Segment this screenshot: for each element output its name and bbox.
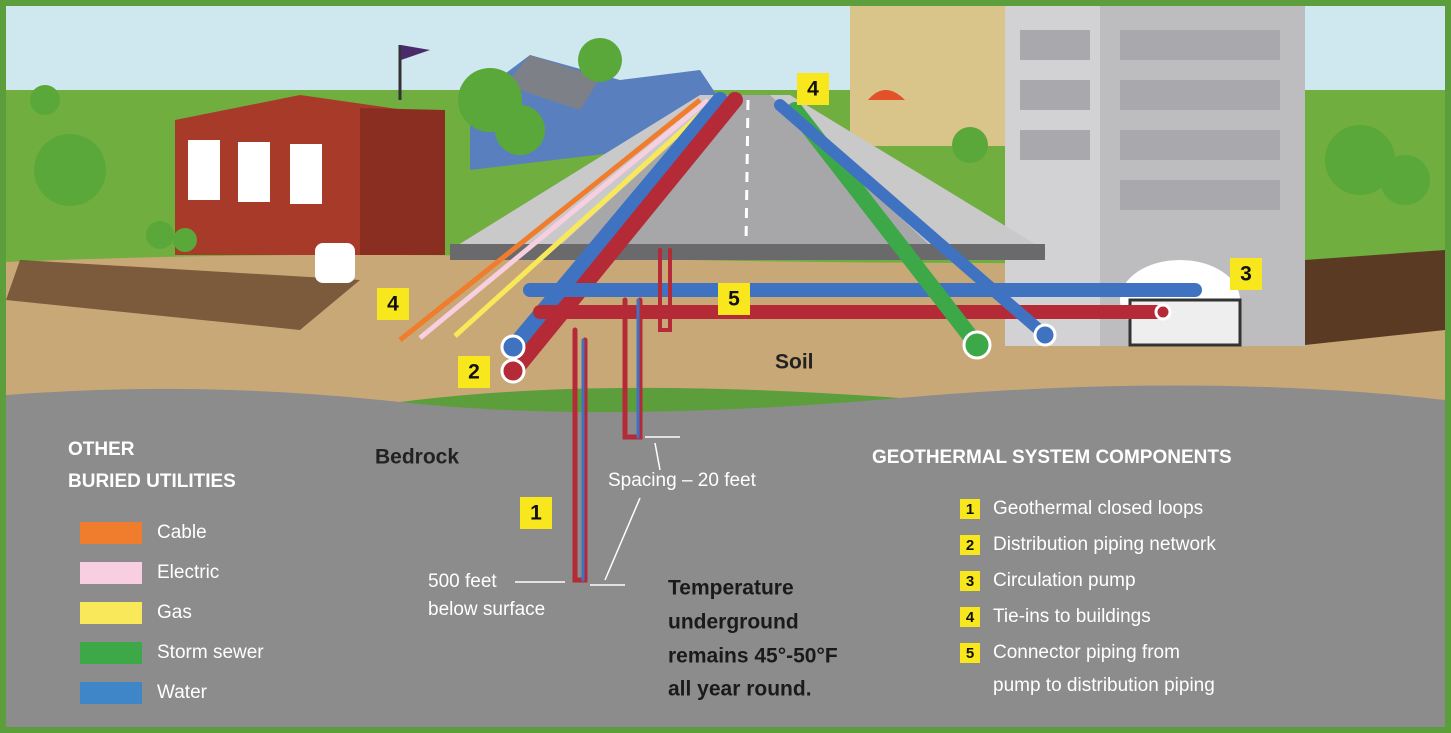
temperature-note: Temperature underground remains 45°-50°F… (668, 577, 838, 701)
pipe-ends (500, 303, 1172, 384)
marker (520, 497, 552, 529)
building (850, 6, 1010, 146)
lane-line (744, 99, 750, 246)
legend-swatch (80, 522, 142, 544)
component-label: Circulation pump (993, 570, 1136, 591)
marker (718, 283, 750, 315)
legend-label: Cable (157, 522, 207, 543)
pipes (507, 92, 1202, 583)
marker-number: 4 (807, 78, 819, 101)
marker (1230, 258, 1262, 290)
flag (401, 45, 430, 60)
spacing-label: Spacing – 20 feet (608, 470, 757, 491)
badge (960, 571, 980, 591)
soil-label: Soil (775, 351, 814, 374)
markers: 4 4 3 5 2 1 (377, 73, 1262, 529)
marker-number: 1 (530, 502, 542, 525)
awning (868, 90, 905, 100)
dimension-lines (515, 436, 680, 586)
legend-label: Water (157, 682, 208, 703)
depth-label: 500 feet (428, 571, 497, 592)
bedrock (6, 385, 1445, 727)
marker (797, 73, 829, 105)
roof (505, 55, 600, 110)
marker-number: 4 (387, 293, 399, 316)
components-list: 1 Geothermal closed loops 2 Distribution pi… (960, 498, 1216, 696)
badge (960, 607, 980, 627)
legend-swatch (80, 562, 142, 584)
utility-line (453, 98, 718, 338)
bedrock-label: Bedrock (375, 446, 459, 469)
badge (960, 643, 980, 663)
marker (458, 356, 490, 388)
school-side (360, 108, 445, 255)
component-label: Tie-ins to buildings (993, 606, 1151, 627)
legend: Cable Electric Gas Storm sewer Water (80, 522, 264, 704)
badge (960, 499, 980, 519)
components-title: GEOTHERMAL SYSTEM COMPONENTS (872, 447, 1232, 468)
temperature-line: underground (668, 611, 799, 634)
utility-line (418, 98, 710, 340)
unit (315, 243, 355, 283)
legend-label: Storm sewer (157, 642, 264, 663)
badge-number: 5 (966, 645, 974, 662)
component-label: Connector piping from (993, 642, 1180, 663)
legend-title: BURIED UTILITIES (68, 471, 236, 492)
marker-number: 2 (468, 361, 480, 384)
component-label: pump to distribution piping (993, 675, 1215, 696)
badge-number: 4 (966, 609, 975, 626)
legend-title: OTHER (68, 439, 135, 460)
utility-lines (398, 98, 718, 342)
utility-line (398, 98, 702, 342)
badge-number: 1 (966, 501, 974, 518)
depth-label: below surface (428, 599, 545, 620)
legend-label: Electric (157, 562, 219, 583)
badge (960, 535, 980, 555)
temperature-line: all year round. (668, 678, 812, 701)
ground-edge (1305, 250, 1445, 345)
windows (188, 140, 322, 204)
legend-swatch (80, 682, 142, 704)
component-label: Geothermal closed loops (993, 498, 1203, 519)
legend-swatch (80, 642, 142, 664)
legend-label: Gas (157, 602, 192, 623)
badge-number: 2 (966, 537, 974, 554)
component-label: Distribution piping network (993, 534, 1216, 555)
temperature-line: Temperature (668, 577, 794, 600)
ground-edge (6, 260, 360, 330)
temperature-line: remains 45°-50°F (668, 645, 838, 668)
windows (1020, 30, 1280, 210)
marker-number: 5 (728, 288, 740, 311)
legend-swatch (80, 602, 142, 624)
marker-number: 3 (1240, 263, 1252, 286)
trees (30, 38, 1430, 252)
badge-number: 3 (966, 573, 974, 590)
marker (377, 288, 409, 320)
